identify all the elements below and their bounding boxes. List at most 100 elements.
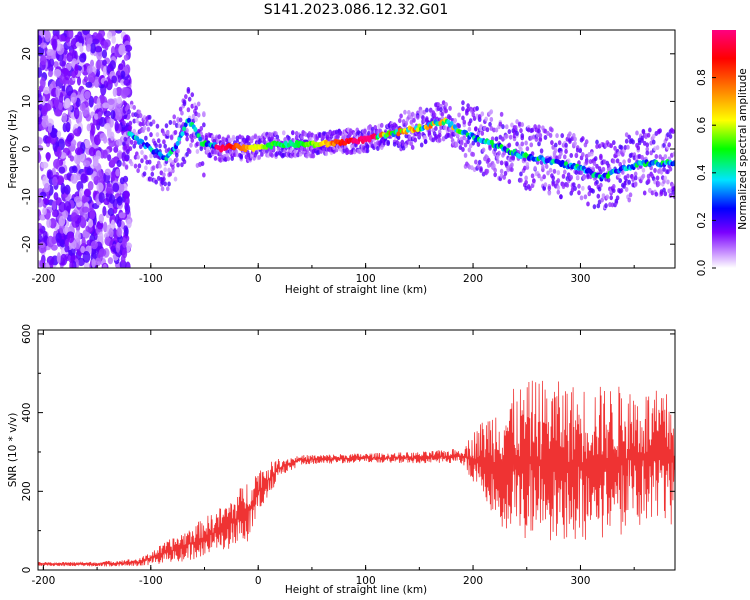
spectrogram-ridge-cell <box>175 141 180 147</box>
spectrogram-cell <box>511 155 516 161</box>
spectrogram-cell <box>605 194 610 200</box>
spectrogram-cell <box>425 116 429 122</box>
spectrogram-cell <box>495 154 500 160</box>
spectrogram-cell <box>89 210 96 220</box>
spectrogram-cell <box>58 201 66 213</box>
spectrogram-cell <box>46 255 55 266</box>
spectrogram-cell <box>142 171 147 177</box>
spectrogram-cell <box>135 118 139 124</box>
spectrogram-cell <box>510 122 514 128</box>
spectrogram-cell <box>132 105 137 111</box>
spectrogram-cell <box>569 174 574 180</box>
spectrogram-cell <box>582 175 586 181</box>
spectrogram-cell <box>572 182 576 188</box>
spectrogram-cell <box>70 173 79 184</box>
spectrogram-cell <box>519 171 523 177</box>
spectrogram-cell <box>651 139 656 145</box>
spectrogram-cell <box>412 117 416 123</box>
spectrogram-cell <box>65 121 71 133</box>
spectrogram-cell <box>551 175 555 181</box>
spectrogram-y-tick-label: -20 <box>21 236 33 253</box>
spectrogram-cell <box>410 145 415 151</box>
spectrogram-cell <box>112 182 120 193</box>
spectrogram-cell <box>163 167 167 173</box>
spectrogram-cell <box>619 188 624 194</box>
spectrogram-cell <box>476 141 481 147</box>
spectrogram-cell <box>107 98 115 106</box>
spectrogram-cell <box>573 141 577 147</box>
spectrogram-cell <box>448 115 452 121</box>
spectrogram-cell <box>466 103 470 109</box>
spectrogram-cell <box>98 231 104 243</box>
spectrogram-cell <box>64 238 70 247</box>
spectrogram-cell <box>457 123 461 129</box>
spectrogram-cell <box>124 164 129 170</box>
spectrogram-cell <box>124 44 133 52</box>
spectrogram-cell <box>648 127 652 133</box>
spectrogram-cell <box>55 85 61 98</box>
spectrogram-cell <box>70 37 79 50</box>
spectrogram-cell <box>626 144 630 150</box>
spectrogram-cell <box>550 127 554 133</box>
spectrogram-cell <box>462 135 467 141</box>
spectrogram-cell <box>501 124 505 130</box>
spectrogram-cell <box>552 168 557 174</box>
spectrogram-cell <box>85 113 92 122</box>
spectrogram-cell <box>118 183 125 193</box>
spectrogram-cell <box>180 162 184 168</box>
spectrogram-cell <box>649 150 653 156</box>
spectrogram-cell <box>622 159 626 165</box>
spectrogram-cell <box>94 257 102 267</box>
spectrogram-cell <box>108 227 114 238</box>
spectrogram-cell <box>70 139 77 147</box>
spectrogram-cell <box>485 127 490 133</box>
spectrogram-cell <box>532 178 536 184</box>
spectrogram-cell <box>423 139 428 145</box>
spectrogram-cell <box>167 167 171 173</box>
spectrogram-cell <box>102 206 107 217</box>
spectrogram-cell <box>115 86 123 97</box>
spectrogram-cell <box>666 169 670 175</box>
spectrogram-cell <box>191 113 196 119</box>
spectrogram-cell <box>149 153 153 159</box>
spectrogram-cell <box>138 144 143 150</box>
spectrogram-cell <box>86 167 94 175</box>
spectrogram-cell <box>99 175 104 185</box>
spectrogram-cell <box>494 136 499 142</box>
spectrogram-cell <box>123 145 128 151</box>
spectrogram-cell <box>46 169 53 180</box>
spectrogram-cell <box>528 186 532 192</box>
spectrogram-cell <box>569 153 574 159</box>
spectrogram-cell <box>136 154 140 160</box>
spectrogram-cell <box>81 206 90 213</box>
spectrogram-cell <box>178 117 183 123</box>
spectrogram-cell <box>419 109 424 115</box>
spectrogram-cell <box>98 116 107 127</box>
spectrogram-cell <box>544 164 549 170</box>
spectrogram-cell <box>155 132 160 138</box>
spectrogram-x-tick-label: 200 <box>463 273 483 285</box>
spectrogram-cell <box>42 197 50 205</box>
colorbar-tick-label: 0.2 <box>696 212 708 229</box>
spectrogram-cell <box>467 147 472 153</box>
spectrogram-cell <box>462 119 467 125</box>
spectrogram-cell <box>63 201 72 213</box>
snr-x-ticks: -200 -100 0 100 200 300 <box>31 330 635 587</box>
spectrogram-cell <box>104 168 112 176</box>
spectrogram-cell <box>488 121 492 127</box>
spectrogram-cell <box>543 134 548 140</box>
spectrogram-cell <box>87 218 94 228</box>
spectrogram-cell <box>416 114 420 120</box>
spectrogram-cell <box>584 159 589 165</box>
spectrogram-cell <box>662 142 666 148</box>
spectrogram-cell <box>123 136 128 142</box>
spectrogram-cell <box>658 154 662 160</box>
spectrogram-cell <box>653 168 657 174</box>
spectrogram-cell <box>61 112 68 123</box>
spectrogram-cell <box>74 63 79 76</box>
spectrogram-cell <box>626 173 630 179</box>
spectrogram-cell <box>102 66 108 77</box>
spectrogram-cell <box>555 133 559 139</box>
spectrogram-cell <box>79 102 86 112</box>
spectrogram-cell <box>655 175 660 181</box>
